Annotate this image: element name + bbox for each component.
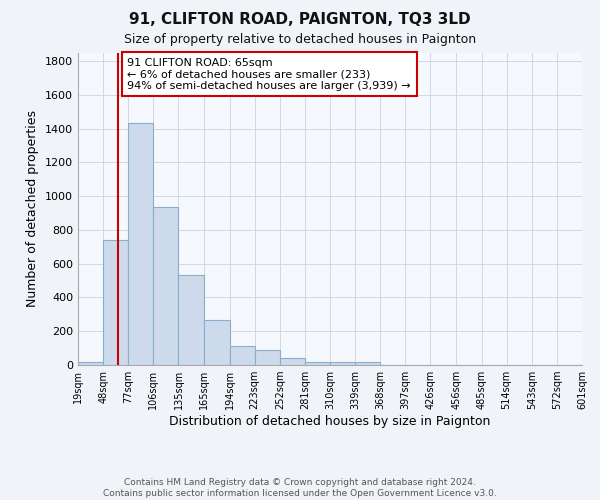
Text: 91, CLIFTON ROAD, PAIGNTON, TQ3 3LD: 91, CLIFTON ROAD, PAIGNTON, TQ3 3LD	[129, 12, 471, 28]
Text: 91 CLIFTON ROAD: 65sqm
← 6% of detached houses are smaller (233)
94% of semi-det: 91 CLIFTON ROAD: 65sqm ← 6% of detached …	[127, 58, 411, 91]
Bar	[154, 207, 178, 365]
Text: Size of property relative to detached houses in Paignton: Size of property relative to detached ho…	[124, 32, 476, 46]
Bar	[128, 124, 154, 365]
Bar	[355, 362, 380, 365]
Bar	[230, 346, 254, 365]
Bar	[280, 358, 305, 365]
Bar	[178, 276, 205, 365]
Bar	[330, 362, 355, 365]
Text: Contains HM Land Registry data © Crown copyright and database right 2024.
Contai: Contains HM Land Registry data © Crown c…	[103, 478, 497, 498]
Bar	[103, 240, 128, 365]
Bar	[305, 362, 330, 365]
Bar	[78, 362, 103, 365]
Bar	[205, 320, 230, 365]
X-axis label: Distribution of detached houses by size in Paignton: Distribution of detached houses by size …	[169, 415, 491, 428]
Y-axis label: Number of detached properties: Number of detached properties	[26, 110, 40, 307]
Bar	[254, 350, 280, 365]
